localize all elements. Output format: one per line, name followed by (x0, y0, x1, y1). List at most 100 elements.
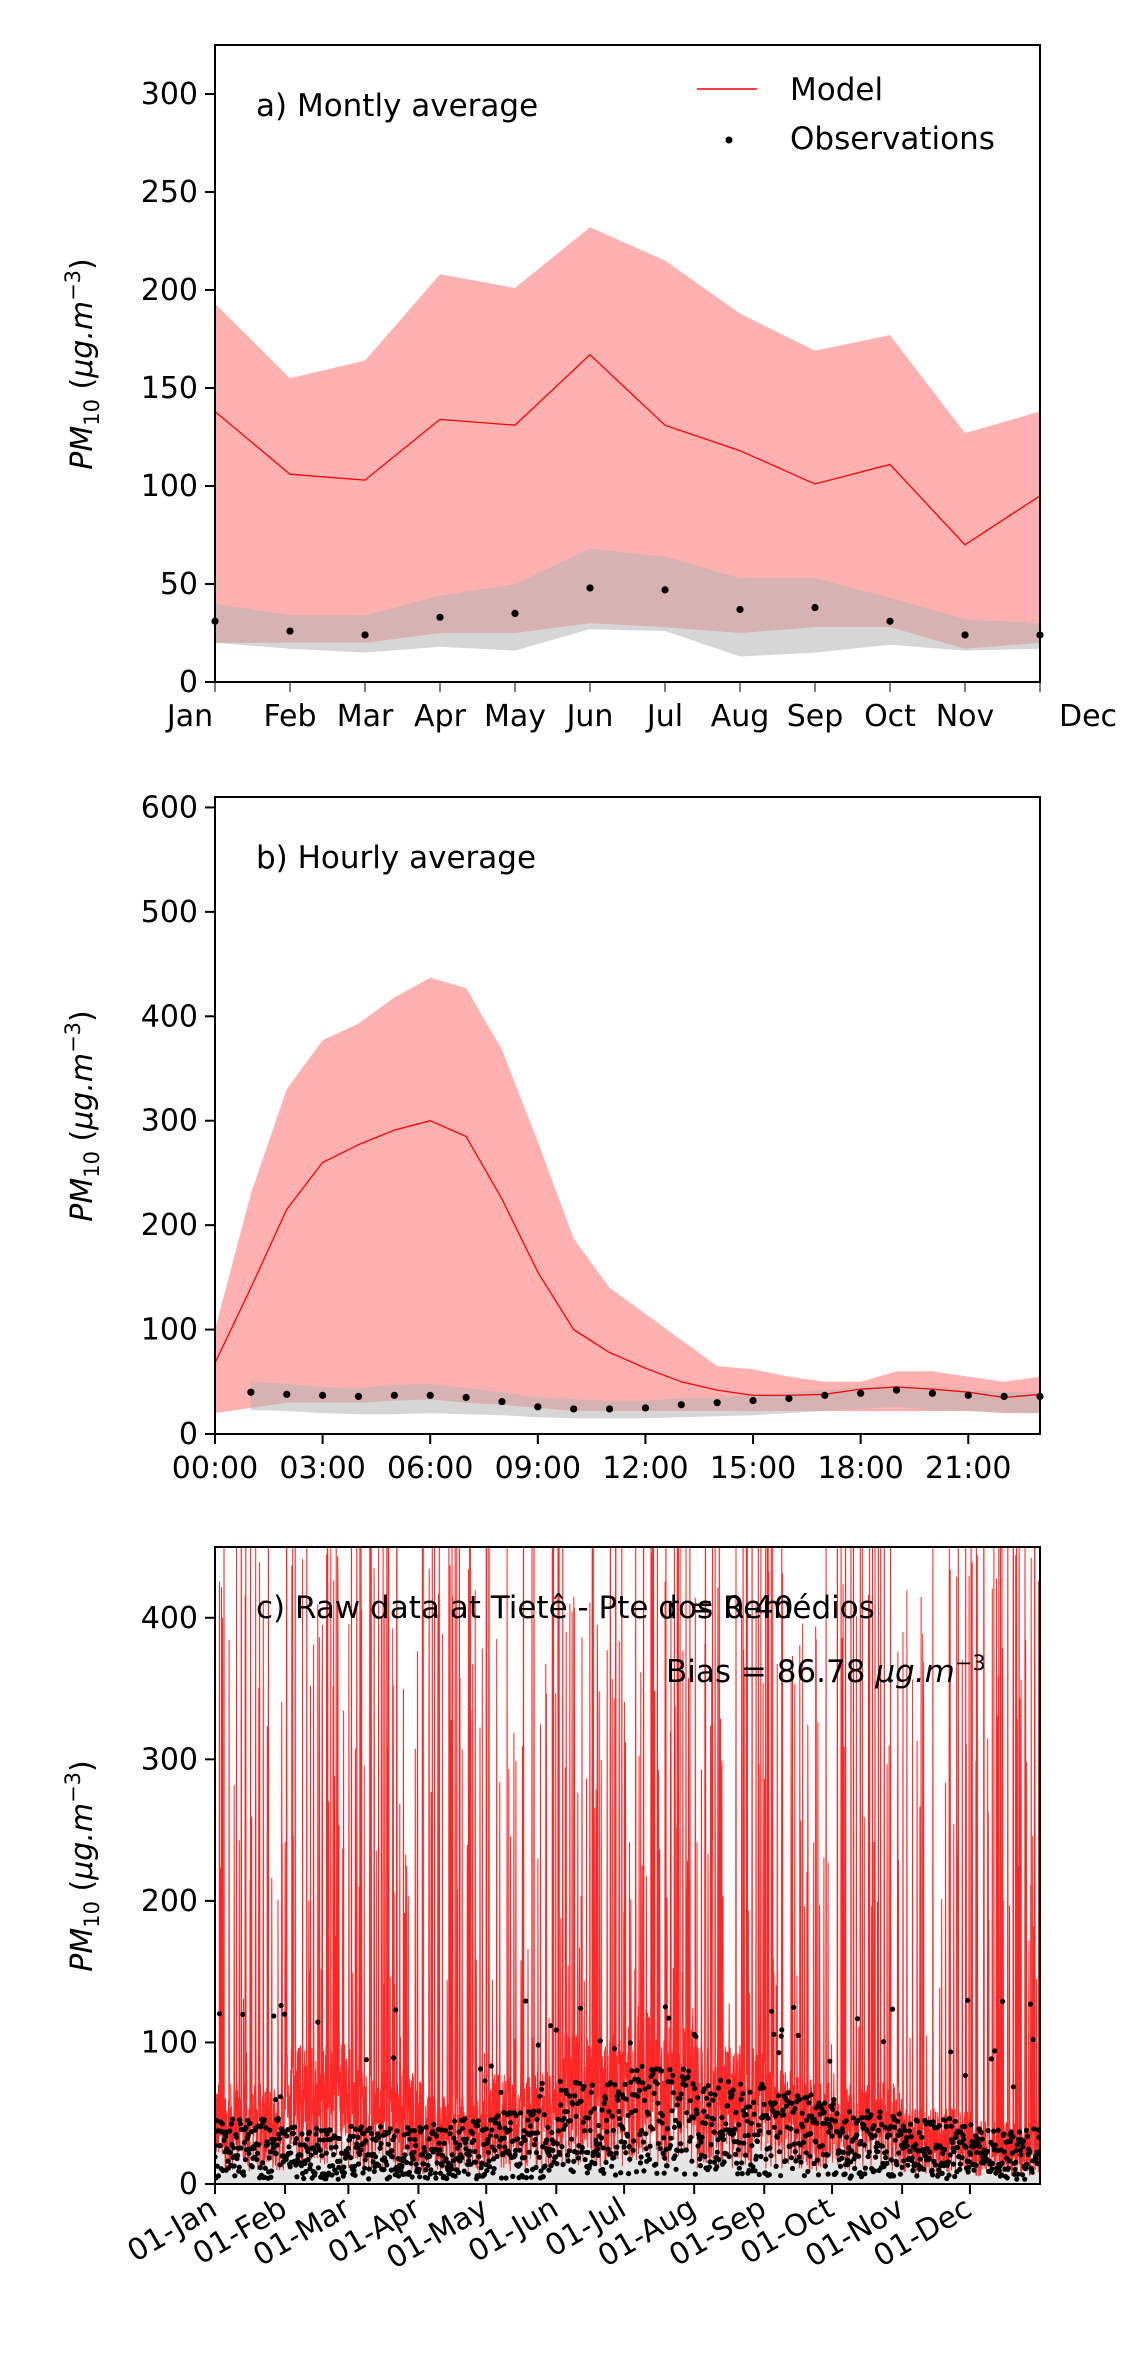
observation-point (1012, 2166, 1018, 2173)
observation-point (471, 2137, 477, 2143)
observation-point (361, 631, 369, 639)
observation-point (535, 2130, 541, 2136)
observation-point (646, 2156, 653, 2162)
observation-point (447, 2131, 453, 2137)
observation-point (493, 2133, 499, 2139)
observation-point (242, 2157, 249, 2163)
observation-point (528, 2174, 535, 2180)
observation-point (1031, 2126, 1037, 2132)
observation-point (542, 2163, 548, 2169)
observation-point (341, 2164, 347, 2170)
observation-point (377, 2145, 383, 2151)
observation-point (549, 2130, 555, 2136)
observation-point (785, 2090, 792, 2096)
observation-point (757, 2128, 763, 2134)
observation-point (712, 2092, 718, 2098)
observation-point (455, 2169, 462, 2176)
observation-point (861, 2142, 867, 2148)
observation-point (268, 2168, 275, 2174)
observation-point (317, 2147, 323, 2153)
observation-point (678, 2091, 684, 2097)
observation-point (315, 2165, 321, 2171)
observation-point (770, 2109, 776, 2115)
observation-point (831, 2096, 837, 2103)
observation-point (642, 2086, 648, 2092)
observation-point (362, 2165, 368, 2171)
observation-point (436, 2140, 442, 2146)
observation-point (844, 2134, 850, 2140)
observation-point (1008, 2129, 1014, 2135)
observation-point (623, 2096, 630, 2102)
monthly-x-tick-label: Dec (1059, 699, 1117, 734)
observation-point (1027, 2001, 1033, 2007)
observation-point (555, 2116, 561, 2122)
observation-point (534, 1403, 542, 1411)
observation-point (978, 2150, 984, 2156)
observation-point (769, 2008, 775, 2014)
observation-point (329, 2163, 336, 2169)
observation-point (1008, 2138, 1014, 2144)
observation-point (660, 2150, 666, 2156)
observation-point (821, 2109, 827, 2115)
observation-point (901, 2158, 907, 2164)
observation-point (478, 2165, 484, 2171)
observation-point (554, 2141, 561, 2147)
observation-point (741, 2140, 747, 2146)
observation-point (854, 2132, 860, 2138)
monthly-y-tick-label: 150 (141, 371, 198, 406)
observation-point (1034, 2149, 1040, 2155)
observation-point (861, 2122, 867, 2128)
observation-point (899, 2164, 905, 2170)
observation-point (297, 2142, 303, 2148)
observation-point (281, 2011, 288, 2017)
observation-point (772, 2100, 778, 2106)
observation-point (606, 2108, 612, 2115)
observation-point (535, 2042, 541, 2048)
observation-point (229, 2116, 236, 2122)
observation-point (523, 1998, 529, 2004)
observation-point (824, 2116, 830, 2122)
observation-point (842, 2171, 848, 2177)
observation-point (685, 2074, 691, 2080)
observation-point (682, 2171, 688, 2177)
observation-point (232, 2173, 238, 2179)
observation-point (439, 2162, 445, 2168)
observation-point (713, 1399, 721, 1407)
observation-point (227, 2128, 233, 2134)
observation-point (771, 2124, 778, 2130)
observation-point (792, 2149, 798, 2155)
observation-point (726, 2153, 732, 2160)
observation-point (995, 2127, 1001, 2133)
observation-point (973, 2162, 979, 2168)
observation-point (909, 2155, 915, 2161)
observation-point (963, 2144, 969, 2150)
observation-point (735, 2171, 741, 2177)
observation-point (747, 2089, 753, 2095)
observation-point (616, 2108, 622, 2115)
observation-point (1010, 2084, 1017, 2090)
observation-point (534, 2116, 540, 2123)
observation-point (946, 2172, 952, 2178)
model-line (214, 1120, 1041, 1399)
observation-point (246, 2150, 252, 2157)
observation-point (689, 2158, 695, 2164)
observation-point (628, 2109, 635, 2115)
observation-point (950, 2161, 957, 2167)
observation-point (628, 2079, 634, 2085)
observation-point (756, 2122, 762, 2128)
observation-point (750, 2099, 757, 2105)
observation-point (819, 2143, 826, 2149)
observation-point (539, 2080, 545, 2086)
observation-point (858, 2174, 865, 2180)
observation-point (548, 2163, 554, 2169)
observation-point (618, 2170, 624, 2176)
observation-point (952, 2173, 958, 2180)
observation-point (898, 2131, 904, 2137)
observation-point (215, 2173, 221, 2179)
observation-point (666, 2015, 672, 2021)
observation-point (522, 2137, 528, 2143)
observation-point (679, 2148, 685, 2154)
observation-point (896, 2111, 902, 2117)
observation-point (936, 2167, 942, 2173)
observation-point (974, 2149, 980, 2155)
